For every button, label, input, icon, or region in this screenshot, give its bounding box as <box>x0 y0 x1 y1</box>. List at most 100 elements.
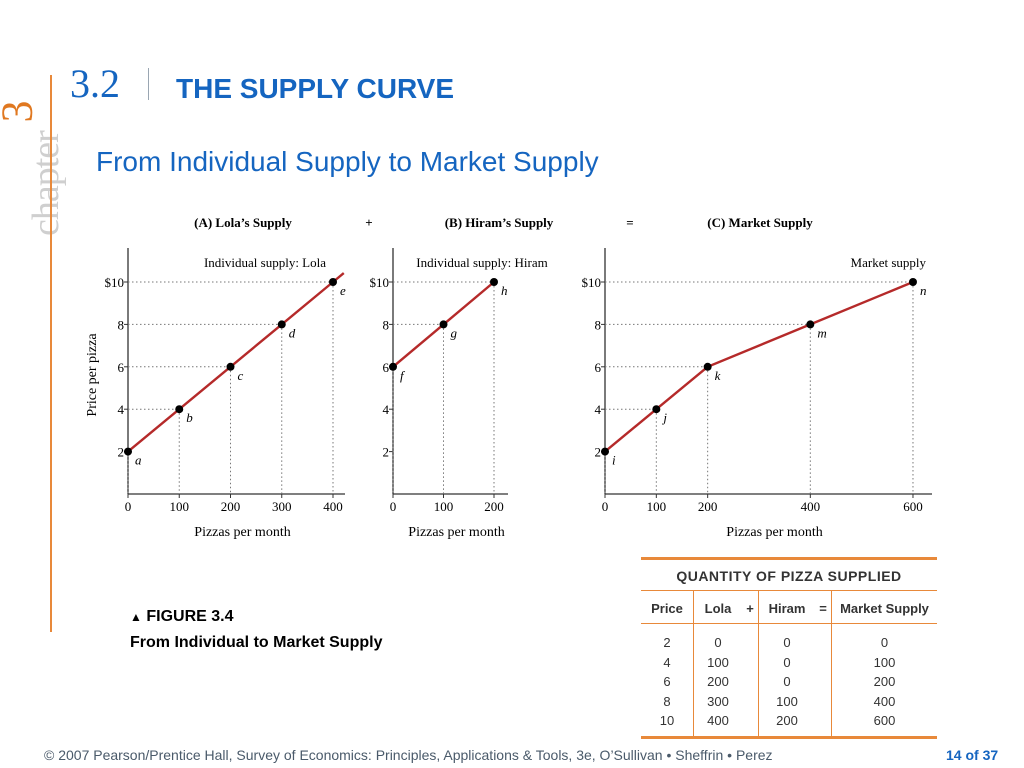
header-hiram: Hiram <box>758 591 815 624</box>
figure-label-line: ▲ FIGURE 3.4 <box>130 604 382 630</box>
x-tick-label: 200 <box>221 499 241 514</box>
cell-market: 100 <box>831 652 937 672</box>
cell-lola: 200 <box>693 672 742 692</box>
point-label: n <box>920 283 927 298</box>
x-tick-label: 400 <box>323 499 343 514</box>
point-label: b <box>186 410 193 425</box>
x-tick-label: 0 <box>602 499 609 514</box>
cell-hiram: 0 <box>758 623 815 653</box>
cell-hiram: 0 <box>758 672 815 692</box>
y-tick-label: 6 <box>118 360 125 375</box>
triangle-icon: ▲ <box>130 610 142 624</box>
data-point <box>389 362 397 371</box>
y-tick-label: $10 <box>105 275 125 290</box>
page-indicator: 14 of 37 <box>946 747 999 763</box>
footer: © 2007 Pearson/Prentice Hall, Survey of … <box>44 747 998 763</box>
cell-price: 10 <box>659 713 675 728</box>
x-tick-label: 100 <box>647 499 667 514</box>
point-label: c <box>238 368 244 383</box>
data-point <box>490 278 498 286</box>
x-tick-label: 100 <box>170 499 190 514</box>
data-point <box>226 362 235 371</box>
cell-market: 600 <box>831 711 937 736</box>
y-tick-label: 4 <box>118 402 125 417</box>
quantity-table-grid: Price Lola + Hiram = Market Supply 2 0 0… <box>641 591 937 736</box>
cell-market: 400 <box>831 691 937 711</box>
point-label: m <box>817 325 826 340</box>
cell-spacer <box>815 692 832 712</box>
data-point <box>124 447 132 456</box>
cell-price: 4 <box>663 654 671 670</box>
curve-label: Individual supply: Lola <box>204 255 326 270</box>
data-point <box>329 278 337 286</box>
figure-caption-text: From Individual to Market Supply <box>130 634 383 651</box>
x-axis-label: Pizzas per month <box>194 525 290 540</box>
supply-curve <box>127 272 345 453</box>
cell-spacer <box>815 653 832 673</box>
x-tick-label: 0 <box>390 499 397 514</box>
quantity-table-title: QUANTITY OF PIZZA SUPPLIED <box>641 560 937 591</box>
cell-lola: 100 <box>693 652 742 672</box>
point-label: d <box>289 325 296 340</box>
x-axis-label: Pizzas per month <box>726 525 822 540</box>
curve-label: Market supply <box>851 255 927 270</box>
cell-market: 0 <box>831 623 937 653</box>
quantity-table: QUANTITY OF PIZZA SUPPLIED Price Lola + … <box>641 557 937 739</box>
y-tick-label: 8 <box>118 317 125 332</box>
point-label: h <box>501 283 508 298</box>
x-tick-label: 100 <box>434 499 454 514</box>
x-tick-label: 0 <box>125 499 132 514</box>
cell-spacer <box>815 711 832 736</box>
section-separator <box>148 68 149 100</box>
data-point <box>908 278 917 286</box>
header-market-supply: Market Supply <box>831 591 937 624</box>
data-point <box>806 320 815 329</box>
y-tick-label: 6 <box>383 360 390 375</box>
header-plus: + <box>742 591 759 624</box>
table-row: 10 400 200 600 <box>641 711 937 736</box>
point-label: j <box>661 410 667 425</box>
table-row: 4 100 0 100 <box>641 652 937 673</box>
cell-hiram: 200 <box>758 711 815 736</box>
section-title: THE SUPPLY CURVE <box>176 73 455 104</box>
y-tick-label: 4 <box>383 402 390 417</box>
data-point <box>652 405 661 414</box>
cell-price: 8 <box>663 693 671 709</box>
y-tick-label: 2 <box>595 445 602 460</box>
cell-spacer <box>742 653 759 673</box>
y-tick-label: 8 <box>383 317 390 332</box>
panel-c-chart: 2 4 6 8 $10 0 100 200 400 600 Pizzas per month i j k m… <box>582 248 932 540</box>
slide-subtitle: From Individual Supply to Market Supply <box>96 146 599 177</box>
data-point <box>277 320 286 329</box>
panel-b-title: (B) Hiram’s Supply <box>445 215 554 230</box>
x-tick-label: 400 <box>801 499 821 514</box>
cell-spacer <box>742 624 759 653</box>
point-label: k <box>715 368 721 383</box>
point-label: f <box>400 368 406 383</box>
y-tick-label: $10 <box>370 275 390 290</box>
data-point <box>703 362 712 371</box>
header-price: Price <box>641 591 694 624</box>
x-axis-label: Pizzas per month <box>408 525 504 540</box>
cell-spacer <box>815 624 832 653</box>
footer-copyright: © 2007 Pearson/Prentice Hall, Survey of … <box>44 747 773 763</box>
table-row: 2 0 0 0 <box>641 623 937 653</box>
data-point <box>601 447 609 456</box>
table-row: 6 200 0 200 <box>641 672 937 692</box>
figure-caption: ▲ FIGURE 3.4 From Individual to Market S… <box>130 604 382 656</box>
supply-curve <box>604 280 914 453</box>
side-divider <box>50 75 52 632</box>
cell-spacer <box>742 692 759 712</box>
point-label: i <box>612 453 616 468</box>
data-point <box>439 320 448 329</box>
cell-hiram: 0 <box>758 652 815 672</box>
x-tick-label: 200 <box>698 499 718 514</box>
table-header-row: Price Lola + Hiram = Market Supply <box>641 591 937 624</box>
y-axis-label: Price per pizza <box>85 333 100 417</box>
section-number: 3.2 <box>70 61 120 106</box>
cell-spacer <box>815 672 832 692</box>
point-label: g <box>451 325 458 340</box>
x-tick-label: 600 <box>903 499 923 514</box>
cell-spacer <box>742 711 759 736</box>
cell-price: 6 <box>663 674 671 689</box>
